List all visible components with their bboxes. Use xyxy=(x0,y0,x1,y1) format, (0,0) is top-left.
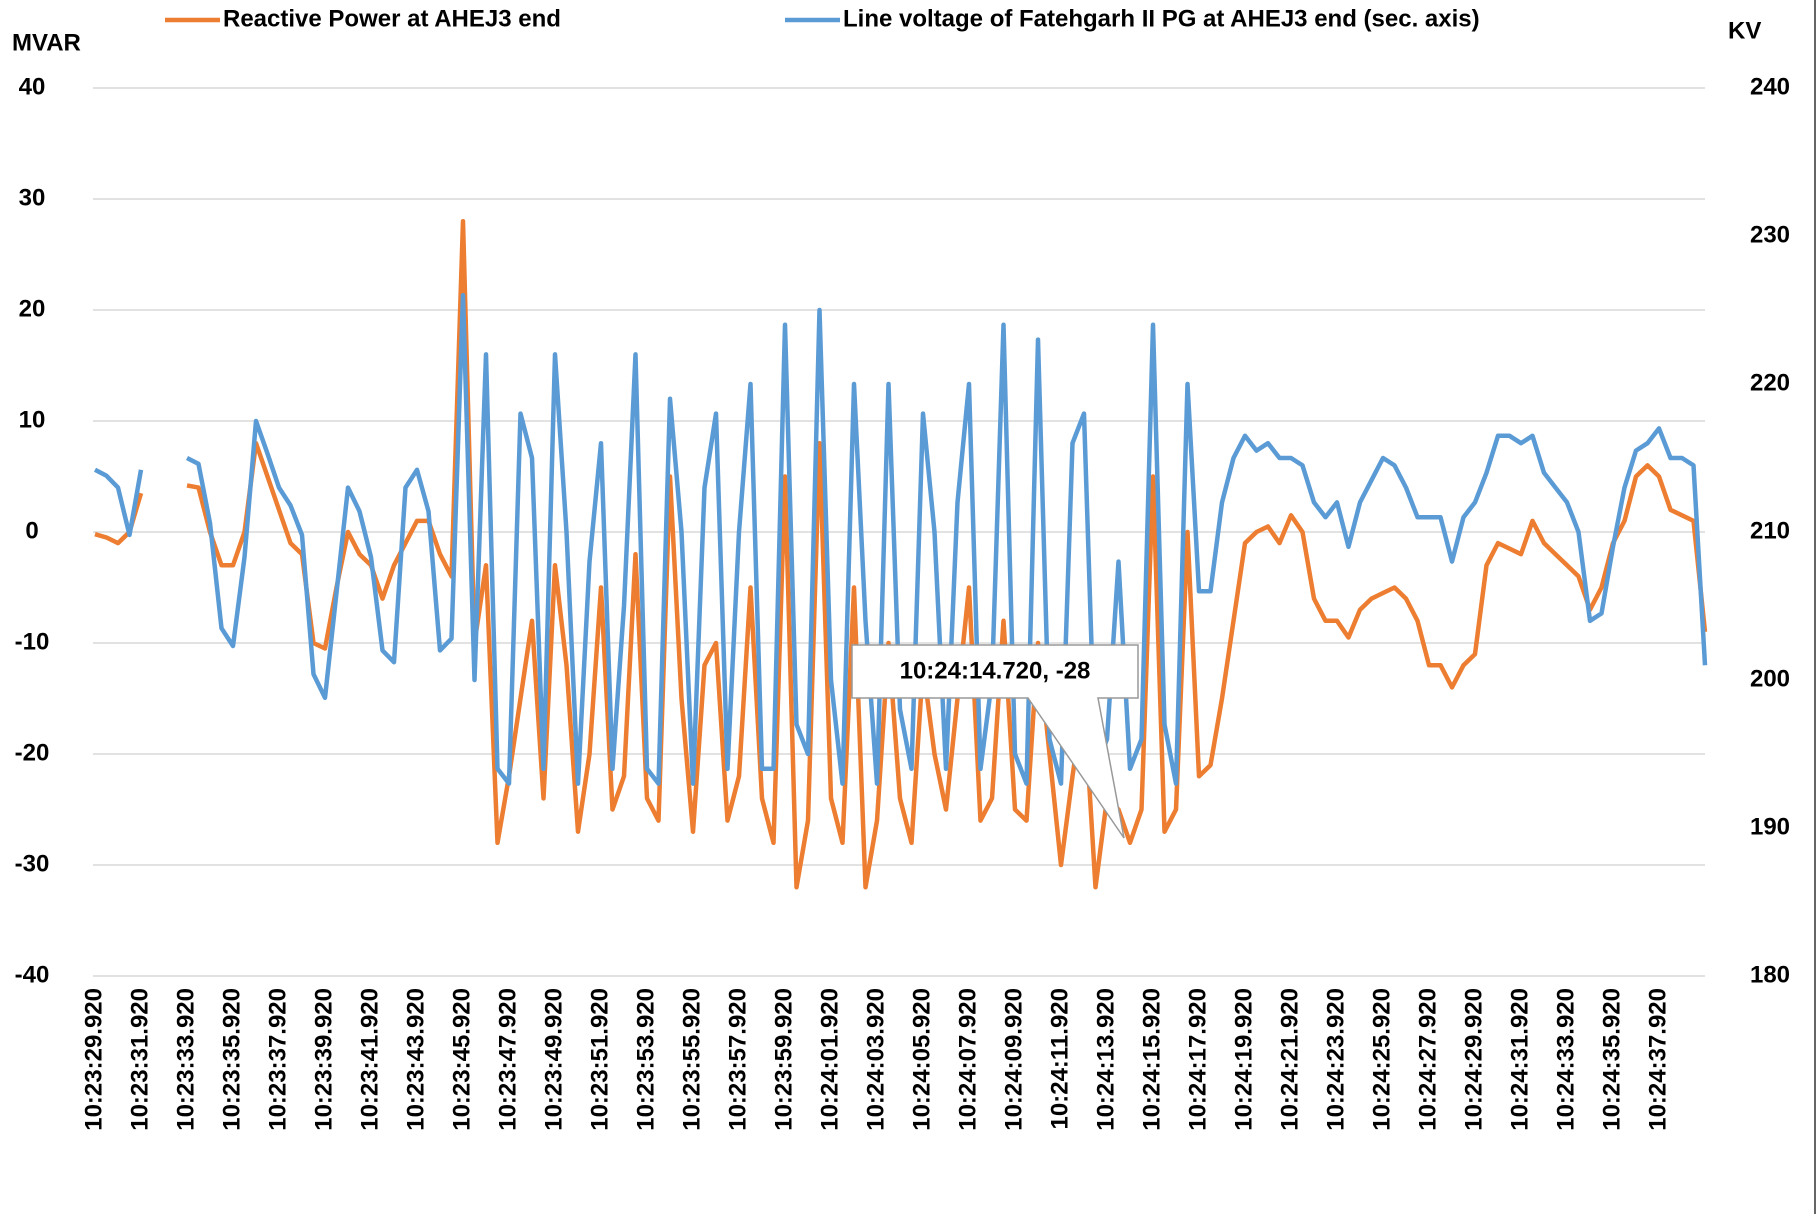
y2-tick-label: 240 xyxy=(1750,73,1790,100)
x-tick-label: 10:23:51.920 xyxy=(586,988,613,1131)
x-tick-label: 10:24:01.920 xyxy=(816,988,843,1131)
x-tick-label: 10:23:49.920 xyxy=(540,988,567,1131)
x-tick-label: 10:24:33.920 xyxy=(1552,988,1579,1131)
y-tick-label: -20 xyxy=(15,739,50,766)
x-tick-label: 10:24:05.920 xyxy=(908,988,935,1131)
x-tick-label: 10:23:47.920 xyxy=(494,988,521,1131)
x-tick-label: 10:24:09.920 xyxy=(1000,988,1027,1131)
annotation-callout xyxy=(851,644,1139,839)
x-tick-label: 10:24:25.920 xyxy=(1368,988,1395,1131)
x-tick-label: 10:24:13.920 xyxy=(1092,988,1119,1131)
y2-tick-label: 180 xyxy=(1750,961,1790,988)
x-tick-label: 10:24:15.920 xyxy=(1138,988,1165,1131)
annotation: 10:24:14.720, -28 xyxy=(851,644,1139,839)
y2-tick-label: 230 xyxy=(1750,221,1790,248)
plot-area: -40 -30 -20 -10 0 10 20 30 40 180 190 200 210 220 230 2… xyxy=(15,73,1790,1130)
x-tick-label: 10:24:03.920 xyxy=(862,988,889,1131)
y-tick-label: 40 xyxy=(19,73,46,100)
x-tick-label: 10:23:37.920 xyxy=(264,988,291,1131)
x-tick-label: 10:23:59.920 xyxy=(770,988,797,1131)
x-tick-label: 10:24:27.920 xyxy=(1414,988,1441,1131)
y-tick-label: -10 xyxy=(15,628,50,655)
y-tick-label: 20 xyxy=(19,295,46,322)
y2-tick-label: 210 xyxy=(1750,517,1790,544)
x-tick-label: 10:24:29.920 xyxy=(1460,988,1487,1131)
y2-tick-label: 190 xyxy=(1750,813,1790,840)
x-tick-label: 10:23:53.920 xyxy=(632,988,659,1131)
y-axis-label: MVAR xyxy=(12,29,81,56)
x-tick-label: 10:24:31.920 xyxy=(1506,988,1533,1131)
annotation-text: 10:24:14.720, -28 xyxy=(900,657,1091,684)
x-tick-label: 10:23:43.920 xyxy=(402,988,429,1131)
x-tick-label: 10:23:35.920 xyxy=(218,988,245,1131)
y2-axis-label: KV xyxy=(1728,17,1761,44)
y-tick-label: 10 xyxy=(19,406,46,433)
x-tick-label: 10:24:07.920 xyxy=(954,988,981,1131)
x-tick-label: 10:24:35.920 xyxy=(1598,988,1625,1131)
series-line xyxy=(93,292,1708,786)
x-tick-label: 10:24:19.920 xyxy=(1230,988,1257,1131)
x-tick-label: 10:23:29.920 xyxy=(80,988,107,1131)
y-tick-label: 0 xyxy=(25,517,38,544)
x-tick-label: 10:24:17.920 xyxy=(1184,988,1211,1131)
y2-tick-label: 200 xyxy=(1750,665,1790,692)
legend: Reactive Power at AHEJ3 end Line voltage … xyxy=(165,5,1480,32)
x-tick-label: 10:23:57.920 xyxy=(724,988,751,1131)
x-tick-label: 10:23:39.920 xyxy=(310,988,337,1131)
x-tick-label: 10:23:41.920 xyxy=(356,988,383,1131)
x-tick-label: 10:24:11.920 xyxy=(1046,988,1073,1129)
legend-label: Line voltage of Fatehgarh II PG at AHEJ3… xyxy=(843,5,1480,32)
series-line xyxy=(94,218,1708,890)
x-tick-label: 10:24:21.920 xyxy=(1276,988,1303,1131)
y-tick-label: -30 xyxy=(15,850,50,877)
x-tick-label: 10:23:55.920 xyxy=(678,988,705,1131)
x-tick-label: 10:23:33.920 xyxy=(172,988,199,1131)
x-tick-label: 10:23:31.920 xyxy=(126,988,153,1131)
y2-tick-label: 220 xyxy=(1750,369,1790,396)
y-tick-label: 30 xyxy=(19,184,46,211)
x-tick-label: 10:24:37.920 xyxy=(1644,988,1671,1131)
legend-label: Reactive Power at AHEJ3 end xyxy=(223,5,561,32)
y-tick-label: -40 xyxy=(15,961,50,988)
x-tick-label: 10:24:23.920 xyxy=(1322,988,1349,1131)
x-tick-label: 10:23:45.920 xyxy=(448,988,475,1131)
